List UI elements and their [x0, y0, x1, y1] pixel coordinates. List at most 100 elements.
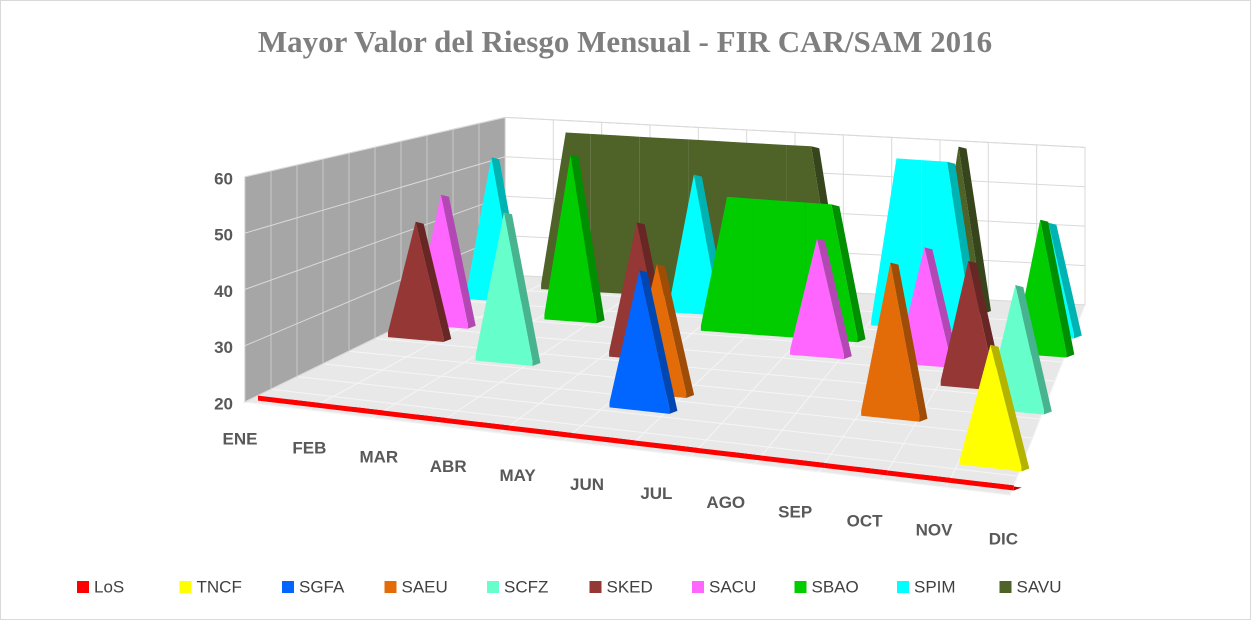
- floor-grid-line: [322, 363, 1033, 439]
- area-side: [415, 221, 452, 342]
- area-segment: [887, 470, 959, 483]
- legend-label: SKED: [607, 577, 653, 596]
- legend-swatch: [384, 581, 397, 593]
- legend-label: SGFA: [299, 577, 345, 596]
- grid-line: [244, 195, 506, 290]
- area-face: [509, 425, 573, 439]
- x-tick-label: AGO: [706, 493, 745, 512]
- area-face: [940, 261, 996, 391]
- area-face: [388, 221, 444, 342]
- area-side: [639, 270, 678, 414]
- chart-title: Mayor Valor del Riesgo Mensual - FIR CAR…: [258, 24, 992, 59]
- area-face: [572, 433, 636, 446]
- area-face: [609, 270, 670, 414]
- legend-swatch: [794, 581, 807, 593]
- legend-swatch: [179, 581, 192, 593]
- legend-label: SBAO: [812, 577, 859, 596]
- grid-line: [244, 116, 506, 178]
- area-face: [475, 212, 533, 366]
- x-tick-label: DIC: [989, 530, 1018, 549]
- area-side: [990, 344, 1030, 472]
- floor-grid-line: [270, 388, 1018, 477]
- legend-label: SACU: [709, 577, 756, 596]
- area-segment: [572, 433, 644, 446]
- area-segment: [258, 395, 329, 409]
- area-face: [639, 136, 689, 298]
- legend-label: TNCF: [197, 577, 242, 596]
- area-segment: [321, 403, 392, 416]
- area-segment: [388, 221, 452, 342]
- legend-label: SPIM: [914, 577, 956, 596]
- legend-swatch: [999, 581, 1012, 593]
- area-face: [790, 238, 844, 360]
- area-face: [871, 158, 922, 329]
- x-tick-label: ABR: [430, 457, 467, 476]
- x-tick-label: SEP: [778, 502, 812, 521]
- area-side: [570, 154, 605, 324]
- area-side: [1048, 222, 1082, 339]
- legend-swatch: [692, 581, 704, 593]
- area-segment: [384, 410, 455, 424]
- area-segment: [950, 478, 1022, 491]
- area-segment: [609, 270, 678, 414]
- legend-swatch: [589, 581, 602, 593]
- x-tick-label: MAR: [359, 448, 398, 467]
- legend-label: SAEU: [402, 577, 448, 596]
- x-tick-label: FEB: [292, 439, 326, 458]
- area-segment: [790, 238, 852, 360]
- area-side: [440, 194, 476, 329]
- area-side: [1015, 285, 1052, 415]
- area-face: [321, 403, 384, 416]
- legend-label: LoS: [94, 577, 124, 596]
- area-side: [831, 204, 866, 343]
- area-segment: [698, 448, 770, 461]
- area-face: [698, 448, 762, 461]
- grid-line: [244, 156, 506, 234]
- area-face: [887, 470, 951, 483]
- x-tick-label: JUL: [640, 484, 672, 503]
- legend-label: SAVU: [1017, 577, 1062, 596]
- legend-swatch: [77, 581, 89, 593]
- area-face: [700, 196, 754, 335]
- area-face: [959, 344, 1022, 472]
- area-segment: [635, 440, 707, 454]
- area-side: [1040, 219, 1075, 358]
- y-tick-label: 20: [214, 394, 233, 413]
- area-side: [817, 238, 852, 360]
- legend-swatch: [897, 581, 909, 593]
- area-face: [384, 410, 447, 424]
- grid-line: [244, 235, 506, 347]
- area-face: [824, 463, 888, 476]
- area-face: [258, 395, 321, 409]
- area-segment: [446, 418, 518, 431]
- area-side: [890, 262, 928, 422]
- x-tick-label: NOV: [916, 520, 954, 539]
- area-segment: [824, 463, 896, 476]
- area-face: [446, 418, 510, 431]
- area-face: [753, 198, 806, 339]
- area-face: [761, 455, 825, 468]
- area-segment: [761, 455, 833, 468]
- area-face: [861, 262, 920, 422]
- area-face: [950, 478, 1014, 491]
- y-tick-label: 30: [214, 338, 233, 357]
- x-tick-label: JUN: [570, 475, 604, 494]
- area-face: [590, 133, 640, 295]
- floor-grid-line: [296, 376, 1026, 458]
- area-side: [504, 212, 541, 366]
- area-segment: [475, 212, 541, 366]
- area-segment: [959, 344, 1030, 472]
- x-tick-label: ENE: [223, 429, 258, 448]
- area-face: [635, 440, 699, 454]
- area-face: [544, 154, 597, 324]
- area-face: [668, 174, 720, 316]
- area-side: [924, 247, 960, 368]
- floor-grid-line: [244, 401, 1011, 496]
- area-segment: [861, 262, 928, 422]
- area-segment: [509, 425, 581, 439]
- legend-label: SCFZ: [504, 577, 548, 596]
- legend-swatch: [487, 581, 499, 593]
- y-tick-label: 60: [214, 169, 233, 188]
- y-tick-label: 50: [214, 226, 233, 245]
